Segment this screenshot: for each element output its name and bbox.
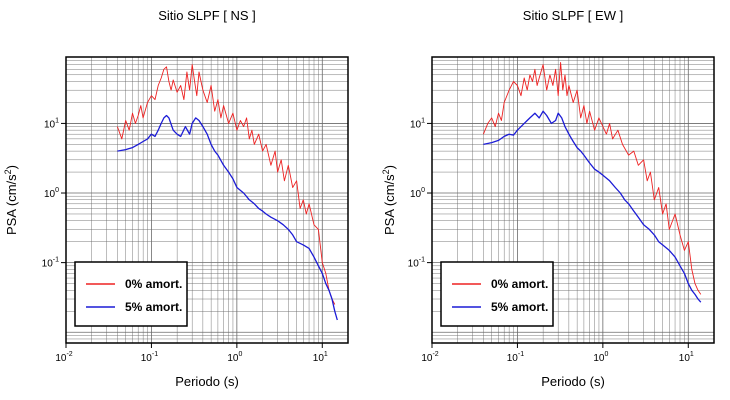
chart-panel-ew: Sitio SLPF [ EW ] 10-2 10-1 100 101 10-1100… <box>381 8 715 389</box>
legend-label: 0% amort. <box>491 277 548 291</box>
legend: 0% amort. 5% amort. <box>74 261 188 327</box>
y-axis-label-superscript: 2 <box>3 169 13 174</box>
x-tick-label: 101 <box>679 351 694 364</box>
x-tick-label: 100 <box>593 351 608 364</box>
x-tick-exponent: -1 <box>152 351 158 358</box>
series-line-amort-0 <box>116 64 336 305</box>
plot-frame <box>65 56 349 344</box>
x-axis-label: Periodo (s) <box>175 374 239 389</box>
x-axis-label: Periodo (s) <box>541 374 605 389</box>
legend-box <box>440 261 554 327</box>
legend: 0% amort. 5% amort. <box>440 261 554 327</box>
y-axis-label-superscript: 2 <box>381 169 391 174</box>
legend-label: 5% amort. <box>125 300 182 314</box>
y-tick-label: 100 <box>410 187 425 200</box>
x-tick-label: 10-1 <box>141 351 158 364</box>
x-tick-label: 10-2 <box>421 351 438 364</box>
y-tick-exponent: 0 <box>421 187 425 194</box>
y-tick-label: 100 <box>44 187 59 200</box>
plot-area <box>116 64 338 321</box>
series-line-amort-0 <box>482 62 702 295</box>
chart-title: Sitio SLPF [ EW ] <box>523 8 623 23</box>
x-tick-exponent: -2 <box>432 351 438 358</box>
y-axis-label: PSA (cm/s2) <box>381 165 397 235</box>
y-tick-exponent: -1 <box>419 257 425 264</box>
y-tick-label: 10-1 <box>42 257 59 270</box>
y-tick-exponent: 0 <box>55 187 59 194</box>
x-tick-exponent: 0 <box>238 351 242 358</box>
y-axis-label-tail: ) <box>4 165 19 169</box>
x-tick-exponent: -2 <box>66 351 72 358</box>
x-tick-exponent: 1 <box>324 351 328 358</box>
y-tick-label: 101 <box>44 117 59 130</box>
y-tick-label: 10-1 <box>408 257 425 270</box>
y-axis-label-tail: ) <box>382 165 397 169</box>
legend-box <box>74 261 188 327</box>
plot-area <box>482 62 702 303</box>
x-tick-exponent: -1 <box>518 351 524 358</box>
x-tick-label: 10-1 <box>507 351 524 364</box>
x-tick-labels: 10-2 10-1 100 101 <box>55 343 328 364</box>
chart-panel-ns: Sitio SLPF [ NS ] 10-2 10-1 100 101 10-1100… <box>3 8 349 389</box>
y-tick-label: 101 <box>410 117 425 130</box>
x-tick-exponent: 1 <box>690 351 694 358</box>
y-tick-exponent: 1 <box>55 117 59 124</box>
x-tick-label: 100 <box>227 351 242 364</box>
chart-title: Sitio SLPF [ NS ] <box>158 8 256 23</box>
x-tick-label: 101 <box>313 351 328 364</box>
grid <box>65 56 349 344</box>
legend-label: 0% amort. <box>125 277 182 291</box>
series-line-amort-5 <box>117 114 338 321</box>
legend-label: 5% amort. <box>491 300 548 314</box>
x-tick-labels: 10-2 10-1 100 101 <box>421 343 694 364</box>
y-axis-label: PSA (cm/s2) <box>3 165 19 235</box>
x-tick-label: 10-2 <box>55 351 72 364</box>
x-tick-exponent: 0 <box>604 351 608 358</box>
y-tick-exponent: 1 <box>421 117 425 124</box>
y-tick-exponent: -1 <box>53 257 59 264</box>
plot-frame <box>431 56 715 344</box>
series-line-amort-5 <box>483 110 702 303</box>
